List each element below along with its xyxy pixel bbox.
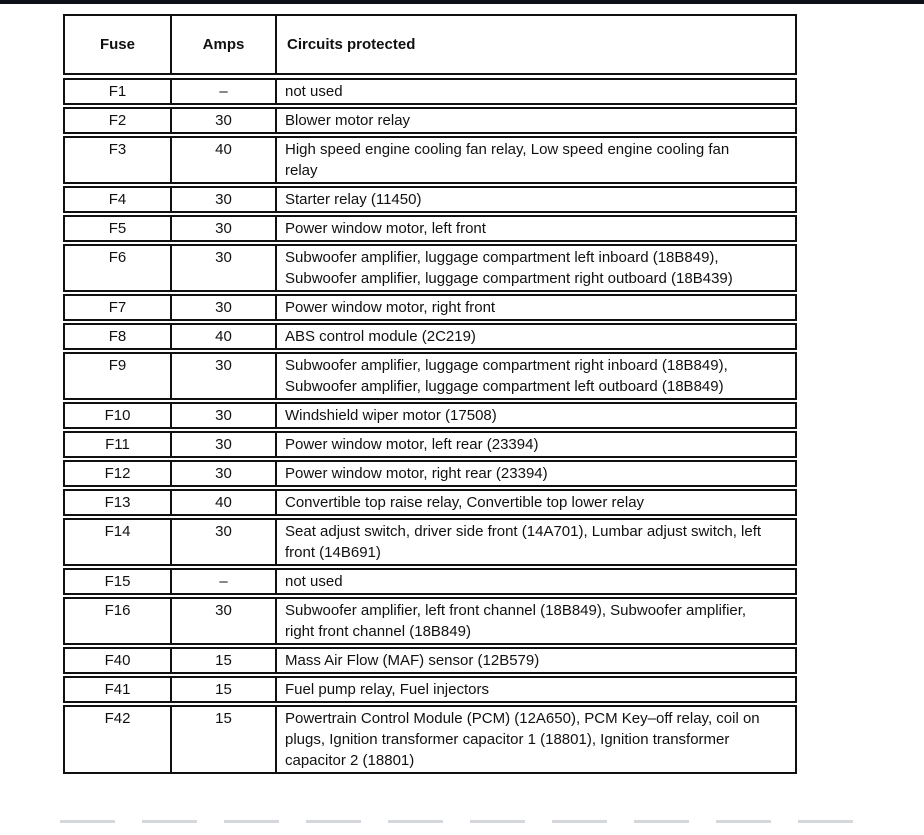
amps-cell: 30	[170, 462, 275, 485]
amps-cell: 30	[170, 109, 275, 132]
circuits-cell: not used	[275, 80, 795, 103]
table-row: F12 30 Power window motor, right rear (233…	[63, 460, 797, 487]
amps-cell: 30	[170, 404, 275, 427]
circuits-cell: Powertrain Control Module (PCM) (12A650)…	[275, 707, 795, 772]
table-row: F40 15 Mass Air Flow (MAF) sensor (12B579)	[63, 647, 797, 674]
amps-cell: 40	[170, 325, 275, 348]
circuits-cell: Blower motor relay	[275, 109, 795, 132]
amps-cell: 30	[170, 520, 275, 564]
circuits-cell: Convertible top raise relay, Convertible…	[275, 491, 795, 514]
table-row: F1 – not used	[63, 78, 797, 105]
header-circuits-protected: Circuits protected	[275, 16, 795, 73]
table-row: F42 15 Powertrain Control Module (PCM) (12…	[63, 705, 797, 774]
table-row: F4 30 Starter relay (11450)	[63, 186, 797, 213]
circuits-cell: Windshield wiper motor (17508)	[275, 404, 795, 427]
circuits-cell: not used	[275, 570, 795, 593]
circuits-cell: High speed engine cooling fan relay, Low…	[275, 138, 795, 182]
fuse-cell: F41	[104, 681, 131, 698]
table-header-row: Fuse Amps Circuits protected	[63, 14, 797, 75]
circuits-cell: Power window motor, left front	[275, 217, 795, 240]
fuse-cell: F15	[104, 573, 131, 590]
circuits-cell: Power window motor, left rear (23394)	[275, 433, 795, 456]
table-row: F13 40 Convertible top raise relay, Conver…	[63, 489, 797, 516]
table-row: F10 30 Windshield wiper motor (17508)	[63, 402, 797, 429]
amps-cell: 30	[170, 599, 275, 643]
amps-cell: 40	[170, 138, 275, 182]
table-row: F11 30 Power window motor, left rear (2339…	[63, 431, 797, 458]
table-row: F7 30 Power window motor, right front	[63, 294, 797, 321]
amps-cell: 15	[170, 649, 275, 672]
table-row: F2 30 Blower motor relay	[63, 107, 797, 134]
table-row: F9 30 Subwoofer amplifier, luggage compart…	[63, 352, 797, 400]
amps-cell: 30	[170, 354, 275, 398]
fuse-cell: F8	[108, 328, 127, 345]
amps-cell: 15	[170, 707, 275, 772]
table-row: F15 – not used	[63, 568, 797, 595]
fuse-cell: F7	[108, 299, 127, 316]
fuse-cell: F14	[104, 523, 131, 540]
fuse-cell: F2	[108, 112, 127, 129]
circuits-cell: Starter relay (11450)	[275, 188, 795, 211]
table-row: F14 30 Seat adjust switch, driver side fro…	[63, 518, 797, 566]
amps-cell: 30	[170, 246, 275, 290]
circuits-cell: Power window motor, right front	[275, 296, 795, 319]
table-row: F3 40 High speed engine cooling fan relay,…	[63, 136, 797, 184]
fuse-cell: F3	[108, 141, 127, 158]
fuse-cell: F13	[104, 494, 131, 511]
amps-cell: –	[170, 570, 275, 593]
table-row: F5 30 Power window motor, left front	[63, 215, 797, 242]
fuse-cell: F9	[108, 357, 127, 374]
fuse-cell: F1	[108, 83, 127, 100]
fuse-cell: F6	[108, 249, 127, 266]
circuits-cell: Subwoofer amplifier, luggage compartment…	[275, 354, 795, 398]
table-row: F16 30 Subwoofer amplifier, left front cha…	[63, 597, 797, 645]
table-row: F41 15 Fuel pump relay, Fuel injectors	[63, 676, 797, 703]
amps-cell: 30	[170, 188, 275, 211]
amps-cell: 15	[170, 678, 275, 701]
amps-cell: 30	[170, 217, 275, 240]
fuse-table-body: F1– not used F2 30 Blower motor relay F3 40 Hig…	[63, 78, 797, 774]
top-black-bar	[0, 0, 924, 4]
amps-cell: 40	[170, 491, 275, 514]
table-row: F8 40 ABS control module (2C219)	[63, 323, 797, 350]
amps-cell: 30	[170, 296, 275, 319]
fuse-cell: F16	[104, 602, 131, 619]
circuits-cell: Mass Air Flow (MAF) sensor (12B579)	[275, 649, 795, 672]
table-row: F6 30 Subwoofer amplifier, luggage compart…	[63, 244, 797, 292]
fuse-table: Fuse Amps Circuits protected F1– not used…	[63, 14, 797, 776]
circuits-cell: Subwoofer amplifier, left front channel …	[275, 599, 795, 643]
header-fuse: Fuse	[99, 36, 135, 53]
circuits-cell: Subwoofer amplifier, luggage compartment…	[275, 246, 795, 290]
circuits-cell: Fuel pump relay, Fuel injectors	[275, 678, 795, 701]
circuits-cell: Power window motor, right rear (23394)	[275, 462, 795, 485]
circuits-cell: ABS control module (2C219)	[275, 325, 795, 348]
fuse-cell: F12	[104, 465, 131, 482]
fuse-cell: F40	[104, 652, 131, 669]
fuse-cell: F5	[108, 220, 127, 237]
amps-cell: –	[170, 80, 275, 103]
fuse-cell: F10	[104, 407, 131, 424]
header-amps: Amps	[170, 16, 275, 73]
amps-cell: 30	[170, 433, 275, 456]
bottom-dashed-line	[60, 820, 880, 823]
fuse-cell: F4	[108, 191, 127, 208]
circuits-cell: Seat adjust switch, driver side front (1…	[275, 520, 795, 564]
fuse-cell: F42	[104, 710, 131, 727]
fuse-cell: F11	[105, 436, 130, 453]
